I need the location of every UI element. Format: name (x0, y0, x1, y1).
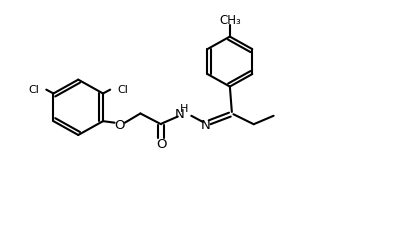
Text: O: O (115, 118, 125, 131)
Text: Cl: Cl (117, 85, 128, 94)
Text: H: H (180, 104, 188, 114)
Text: Cl: Cl (28, 85, 39, 94)
Text: N: N (174, 107, 184, 120)
Text: CH₃: CH₃ (219, 14, 241, 27)
Text: O: O (156, 137, 166, 150)
Text: N: N (201, 118, 211, 131)
